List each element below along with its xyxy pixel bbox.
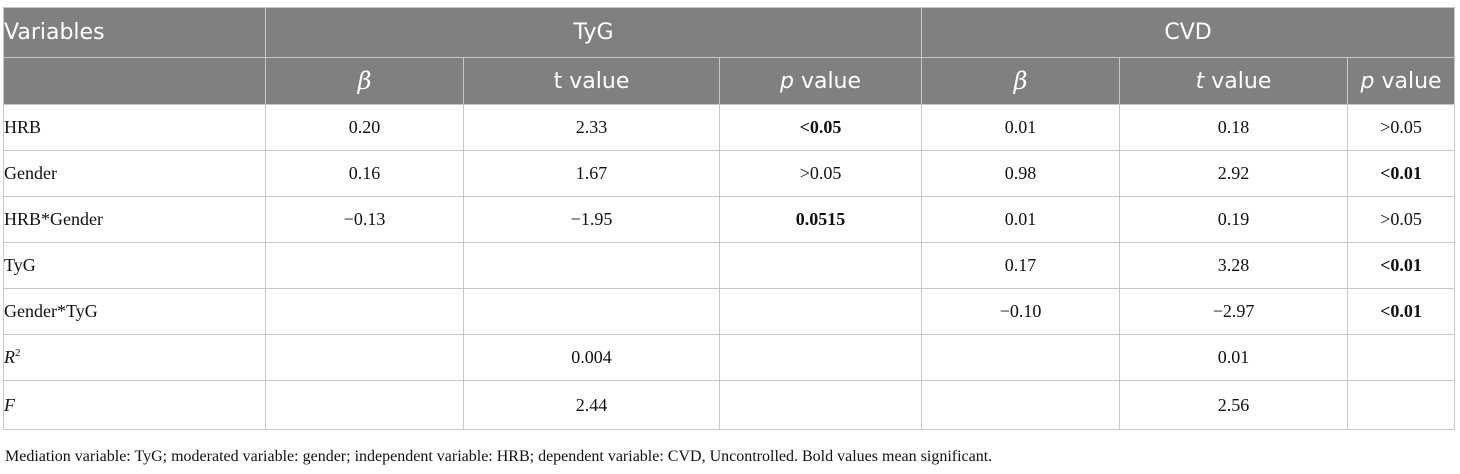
table-row: Gender*TyG −0.10 −2.97 <0.01 <box>3 288 1456 335</box>
tyg-t-cell <box>463 242 720 289</box>
table-footnote: Mediation variable: TyG; moderated varia… <box>5 448 993 465</box>
header-tyg-p-letter: p <box>779 68 794 94</box>
cvd-beta-cell <box>921 334 1121 381</box>
cvd-beta-cell: 0.98 <box>921 150 1121 197</box>
tyg-beta-cell <box>265 334 464 381</box>
tyg-t-cell <box>463 288 720 335</box>
header-cvd-t: t value <box>1119 57 1349 105</box>
cvd-t-cell: 0.01 <box>1119 334 1349 381</box>
cvd-t-cell: 3.28 <box>1119 242 1349 289</box>
cvd-beta-cell <box>921 380 1121 430</box>
cvd-beta-cell: 0.01 <box>921 196 1121 243</box>
tyg-p-cell <box>718 334 923 381</box>
tyg-p-cell: <0.05 <box>718 104 923 151</box>
row-label: R2 <box>3 334 266 381</box>
r-squared-row: R2 0.004 0.01 <box>3 334 1456 381</box>
cvd-p-cell: <0.01 <box>1347 150 1456 197</box>
header-cvd-beta-label: β <box>1013 67 1028 95</box>
tyg-p-cell <box>718 288 923 335</box>
header-cvd-beta: β <box>921 57 1121 105</box>
cvd-t-cell: −2.97 <box>1119 288 1349 335</box>
row-label: Gender <box>3 150 266 197</box>
cvd-p-cell <box>1347 334 1456 381</box>
tyg-beta-cell: −0.13 <box>265 196 464 243</box>
cvd-p-cell: <0.01 <box>1347 288 1456 335</box>
table-row: TyG 0.17 3.28 <0.01 <box>3 242 1456 289</box>
row-label: HRB <box>3 104 266 151</box>
header-tyg-group: TyG <box>264 7 923 58</box>
table-row: HRB 0.20 2.33 <0.05 0.01 0.18 >0.05 <box>3 104 1456 151</box>
tyg-beta-cell <box>265 288 464 335</box>
tyg-t-cell: 2.33 <box>463 104 720 151</box>
header-cvd-group: CVD <box>921 7 1456 58</box>
table-row: HRB*Gender −0.13 −1.95 0.0515 0.01 0.19 … <box>3 196 1456 243</box>
header-tyg-beta-label: β <box>357 67 372 95</box>
row-label: HRB*Gender <box>3 196 266 243</box>
tyg-beta-cell: 0.16 <box>265 150 464 197</box>
cvd-p-cell <box>1347 380 1456 430</box>
header-cvd-p-letter: p <box>1360 68 1375 94</box>
row-label: F <box>3 380 266 430</box>
table-row: Gender 0.16 1.67 >0.05 0.98 2.92 <0.01 <box>3 150 1456 197</box>
tyg-p-cell: >0.05 <box>718 150 923 197</box>
header-cvd-t-word: value <box>1204 68 1272 94</box>
header-cvd-p-word: value <box>1374 68 1442 94</box>
tyg-t-cell: 0.004 <box>463 334 720 381</box>
header-tyg-beta: β <box>265 57 464 105</box>
header-row-2: β t value p value β t value p value <box>3 57 1456 105</box>
tyg-p-cell <box>718 380 923 430</box>
header-cvd-t-letter: t <box>1195 68 1205 94</box>
tyg-p-cell <box>718 242 923 289</box>
header-cvd-p: p value <box>1347 57 1456 105</box>
tyg-beta-cell <box>265 380 464 430</box>
tyg-beta-cell <box>265 242 464 289</box>
header-tyg-p: p value <box>718 57 923 105</box>
cvd-t-cell: 2.56 <box>1119 380 1349 430</box>
header-empty <box>3 57 266 105</box>
cvd-p-cell: <0.01 <box>1347 242 1456 289</box>
f-row: F 2.44 2.56 <box>3 380 1456 430</box>
cvd-p-cell: >0.05 <box>1347 104 1456 151</box>
header-tyg-t: t value <box>463 57 720 105</box>
header-tyg-p-word: value <box>793 68 862 94</box>
cvd-beta-cell: 0.01 <box>921 104 1121 151</box>
cvd-beta-cell: 0.17 <box>921 242 1121 289</box>
row-label: Gender*TyG <box>3 288 266 335</box>
tyg-beta-cell: 0.20 <box>265 104 464 151</box>
tyg-t-cell: 2.44 <box>463 380 720 430</box>
r-squared-letter: R <box>4 347 15 367</box>
cvd-beta-cell: −0.10 <box>921 288 1121 335</box>
row-label: TyG <box>3 242 266 289</box>
tyg-t-cell: −1.95 <box>463 196 720 243</box>
r-squared-exponent: 2 <box>15 347 21 359</box>
results-table: Variables TyG CVD β t value p value β t … <box>3 7 1456 430</box>
f-letter: F <box>4 394 15 415</box>
cvd-t-cell: 0.19 <box>1119 196 1349 243</box>
cvd-t-cell: 0.18 <box>1119 104 1349 151</box>
cvd-p-cell: >0.05 <box>1347 196 1456 243</box>
tyg-p-cell: 0.0515 <box>718 196 923 243</box>
header-variables: Variables <box>3 7 266 58</box>
tyg-t-cell: 1.67 <box>463 150 720 197</box>
header-row-1: Variables TyG CVD <box>3 7 1456 58</box>
cvd-t-cell: 2.92 <box>1119 150 1349 197</box>
